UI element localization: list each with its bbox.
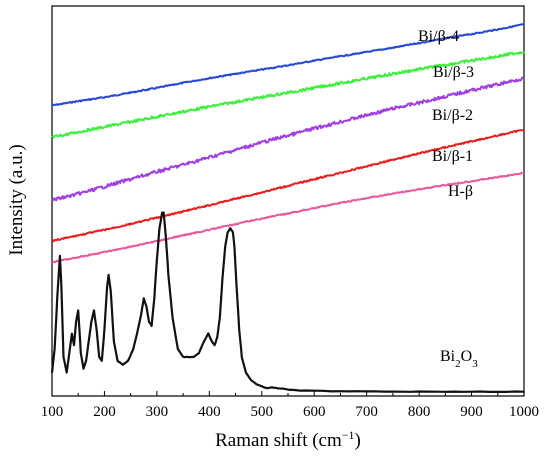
y-axis-title: Intensity (a.u.) [6, 144, 27, 255]
series-label-part-3: 3 [472, 358, 478, 370]
series-label-1: Bi/β-3 [433, 64, 474, 81]
series-label-2: Bi/β-2 [432, 107, 473, 124]
x-tick-label-600: 600 [303, 404, 326, 420]
series-label-layer: Bi/β-4 Bi/β-3 Bi/β-2 Bi/β-1 H-β Bi2O3 [418, 28, 478, 370]
x-tick-label-700: 700 [355, 404, 378, 420]
series-label-5: Bi2O3 [440, 348, 478, 370]
series-line-0 [51, 23, 525, 107]
series-label-4: H-β [448, 183, 473, 200]
series-layer [50, 23, 525, 393]
x-axis-title: Raman shift (cm−1) [215, 428, 361, 451]
series-line-4 [51, 171, 525, 264]
x-tick-label-400: 400 [198, 404, 221, 420]
x-tick-label-900: 900 [460, 404, 483, 420]
x-tick-label-300: 300 [146, 404, 169, 420]
x-tick-label-500: 500 [251, 404, 274, 420]
series-label-part-2: O [461, 348, 473, 365]
x-axis-title-text: Raman shift (cm [215, 430, 342, 451]
x-axis-ticks: 100 200 300 400 500 600 700 800 900 1000 [41, 391, 539, 420]
x-tick-label-1000: 1000 [509, 404, 539, 420]
series-line-1 [51, 51, 525, 139]
x-tick-label-800: 800 [408, 404, 431, 420]
series-label-0: Bi/β-4 [418, 28, 459, 45]
x-axis-title-end: ) [355, 430, 361, 451]
x-tick-label-100: 100 [41, 404, 64, 420]
x-tick-label-200: 200 [93, 404, 116, 420]
x-axis-title-superscript: −1 [342, 428, 355, 442]
series-label-3: Bi/β-1 [432, 148, 473, 165]
series-label-part-1: 2 [455, 358, 461, 370]
series-line-3 [51, 128, 525, 243]
series-label-part-0: Bi [440, 348, 456, 365]
series-line-5 [50, 211, 525, 393]
series-line-2 [51, 76, 525, 202]
